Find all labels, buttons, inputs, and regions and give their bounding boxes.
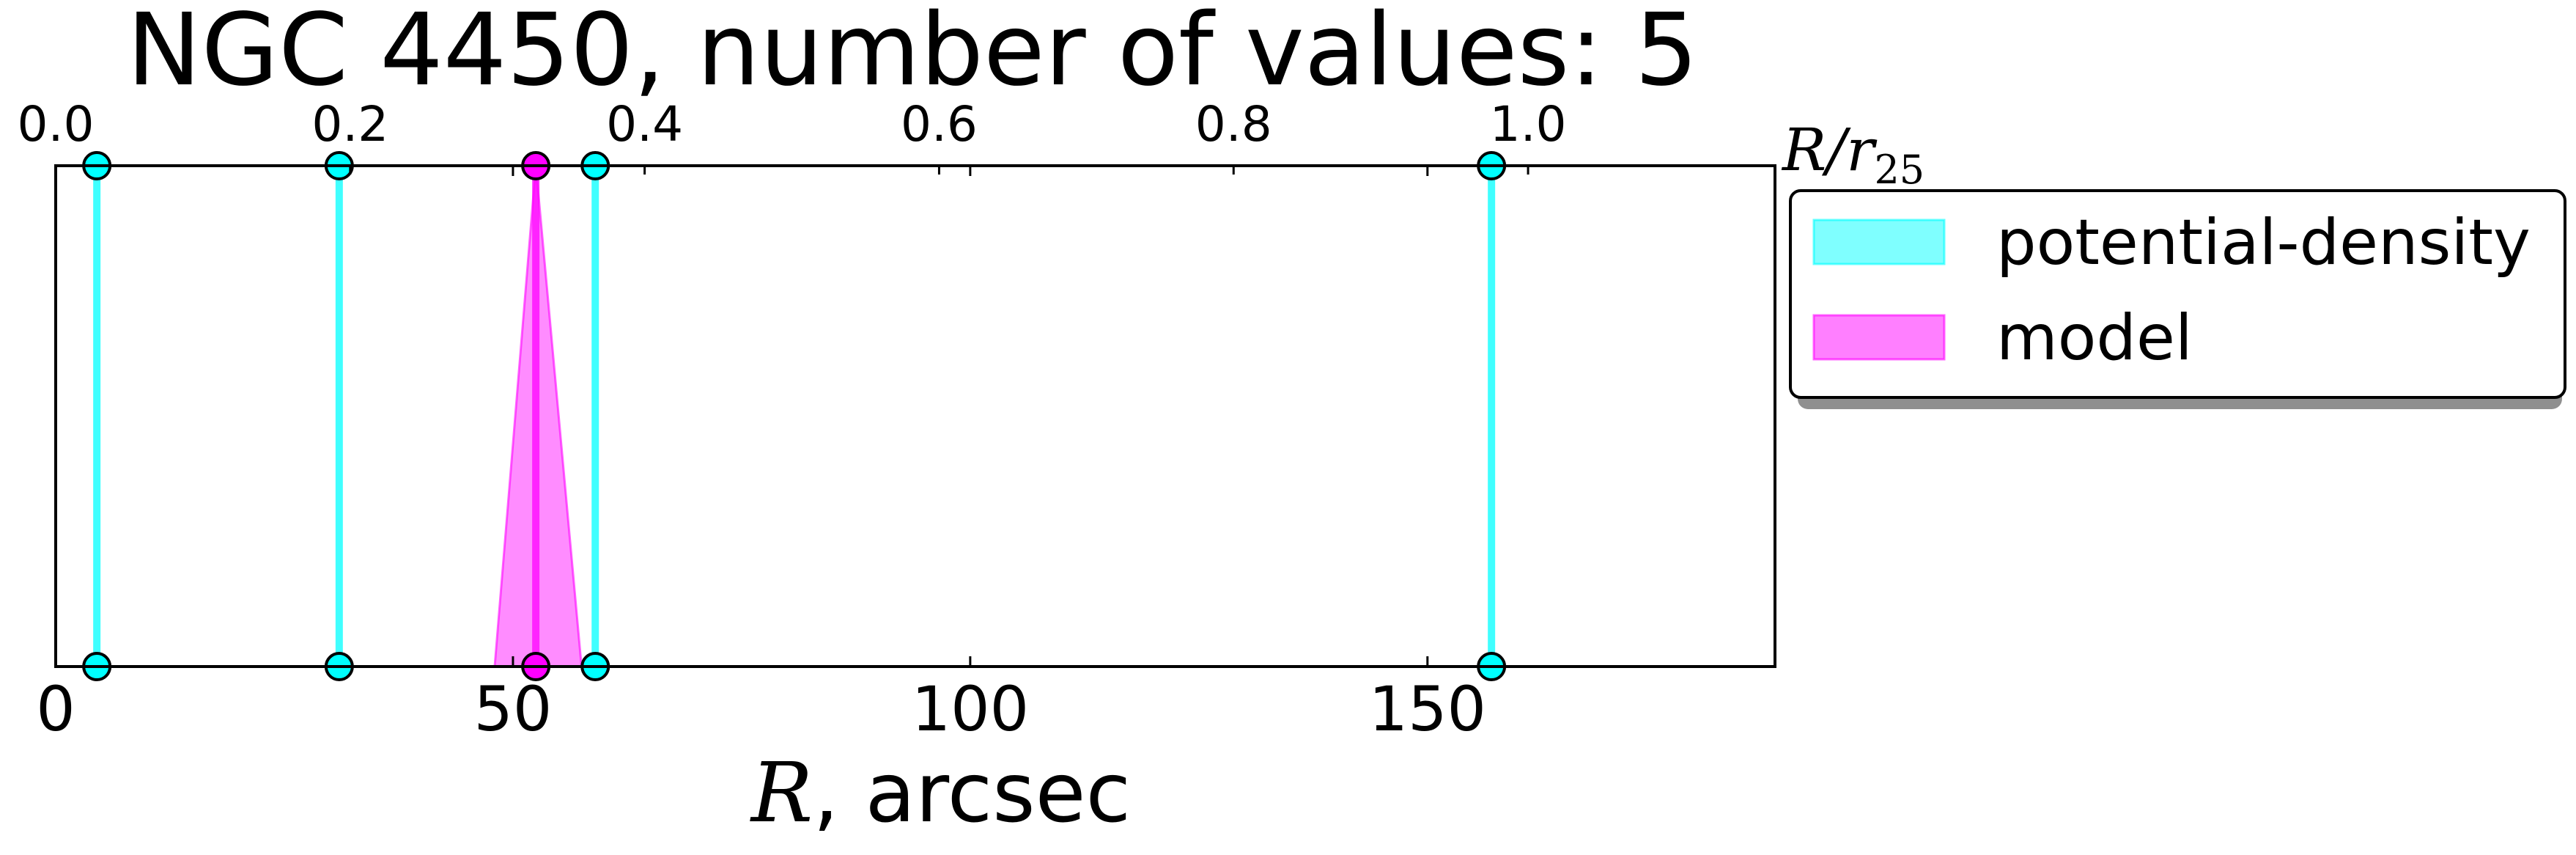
legend: potential-density model — [1789, 189, 2566, 409]
x-tick-label-3: 150 — [1369, 673, 1486, 745]
top-tick-label-0: 0.0 — [18, 96, 95, 153]
chart-title: NGC 4450, number of values: 5 — [127, 0, 1698, 109]
top-tick-label-2: 0.4 — [606, 96, 683, 153]
x-axis-top: 0.0 0.2 0.4 0.6 0.8 1.0 — [18, 96, 1567, 175]
legend-label-0: potential-density — [1996, 206, 2531, 279]
plot-frame — [54, 164, 1776, 668]
top-axis-label-symbol: R/r — [1781, 116, 1878, 184]
top-tick-label-4: 0.8 — [1195, 96, 1272, 153]
top-tick-label-1: 0.2 — [311, 96, 388, 153]
x-tick-label-0: 0 — [36, 673, 75, 745]
x-tick-label-2: 100 — [912, 673, 1029, 745]
legend-frame — [1789, 189, 2566, 399]
top-axis-label: R/r25 — [1781, 116, 1924, 193]
legend-swatch-1 — [1812, 314, 1946, 361]
x-tick-label-1: 50 — [473, 673, 552, 745]
x-axis-label: R, arcsec — [750, 746, 1131, 841]
x-axis-bottom: 0 50 100 150 — [36, 166, 1486, 745]
plot-marks — [82, 151, 1507, 681]
x-axis-label-text: , arcsec — [813, 746, 1131, 841]
top-tick-label-5: 1.0 — [1490, 96, 1567, 153]
legend-swatch-0 — [1812, 219, 1946, 265]
top-tick-label-3: 0.6 — [901, 96, 978, 153]
x-axis-label-symbol: R — [750, 746, 813, 841]
top-axis-label-subscript: 25 — [1874, 147, 1924, 193]
legend-items: potential-density model — [1812, 206, 2531, 375]
legend-label-1: model — [1996, 301, 2193, 375]
